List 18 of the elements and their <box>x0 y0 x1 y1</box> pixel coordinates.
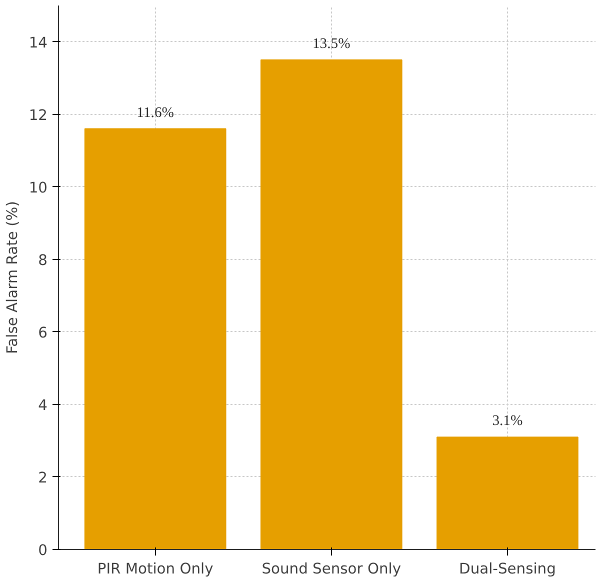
y-axis-title: False Alarm Rate (%) <box>4 201 21 354</box>
data-label: 3.1% <box>492 413 523 430</box>
data-label: 13.5% <box>312 36 350 52</box>
x-tick-label: Dual-Sensing <box>459 560 556 578</box>
data-label: 11.6% <box>136 104 174 121</box>
y-tick-label: 14 <box>28 34 48 52</box>
y-tick-label: 0 <box>38 542 48 559</box>
y-tick-label: 8 <box>38 252 48 269</box>
bar <box>84 128 226 550</box>
x-tick-label: Sound Sensor Only <box>262 560 402 578</box>
y-tick-label: 10 <box>28 179 48 196</box>
y-tick-label: 4 <box>38 396 48 414</box>
y-tick-label: 2 <box>38 469 48 486</box>
y-tick-label: 12 <box>28 106 48 124</box>
bar <box>436 436 578 550</box>
x-tick-label: PIR Motion Only <box>97 560 214 578</box>
y-tick-label: 6 <box>38 324 48 342</box>
bar <box>260 59 402 550</box>
